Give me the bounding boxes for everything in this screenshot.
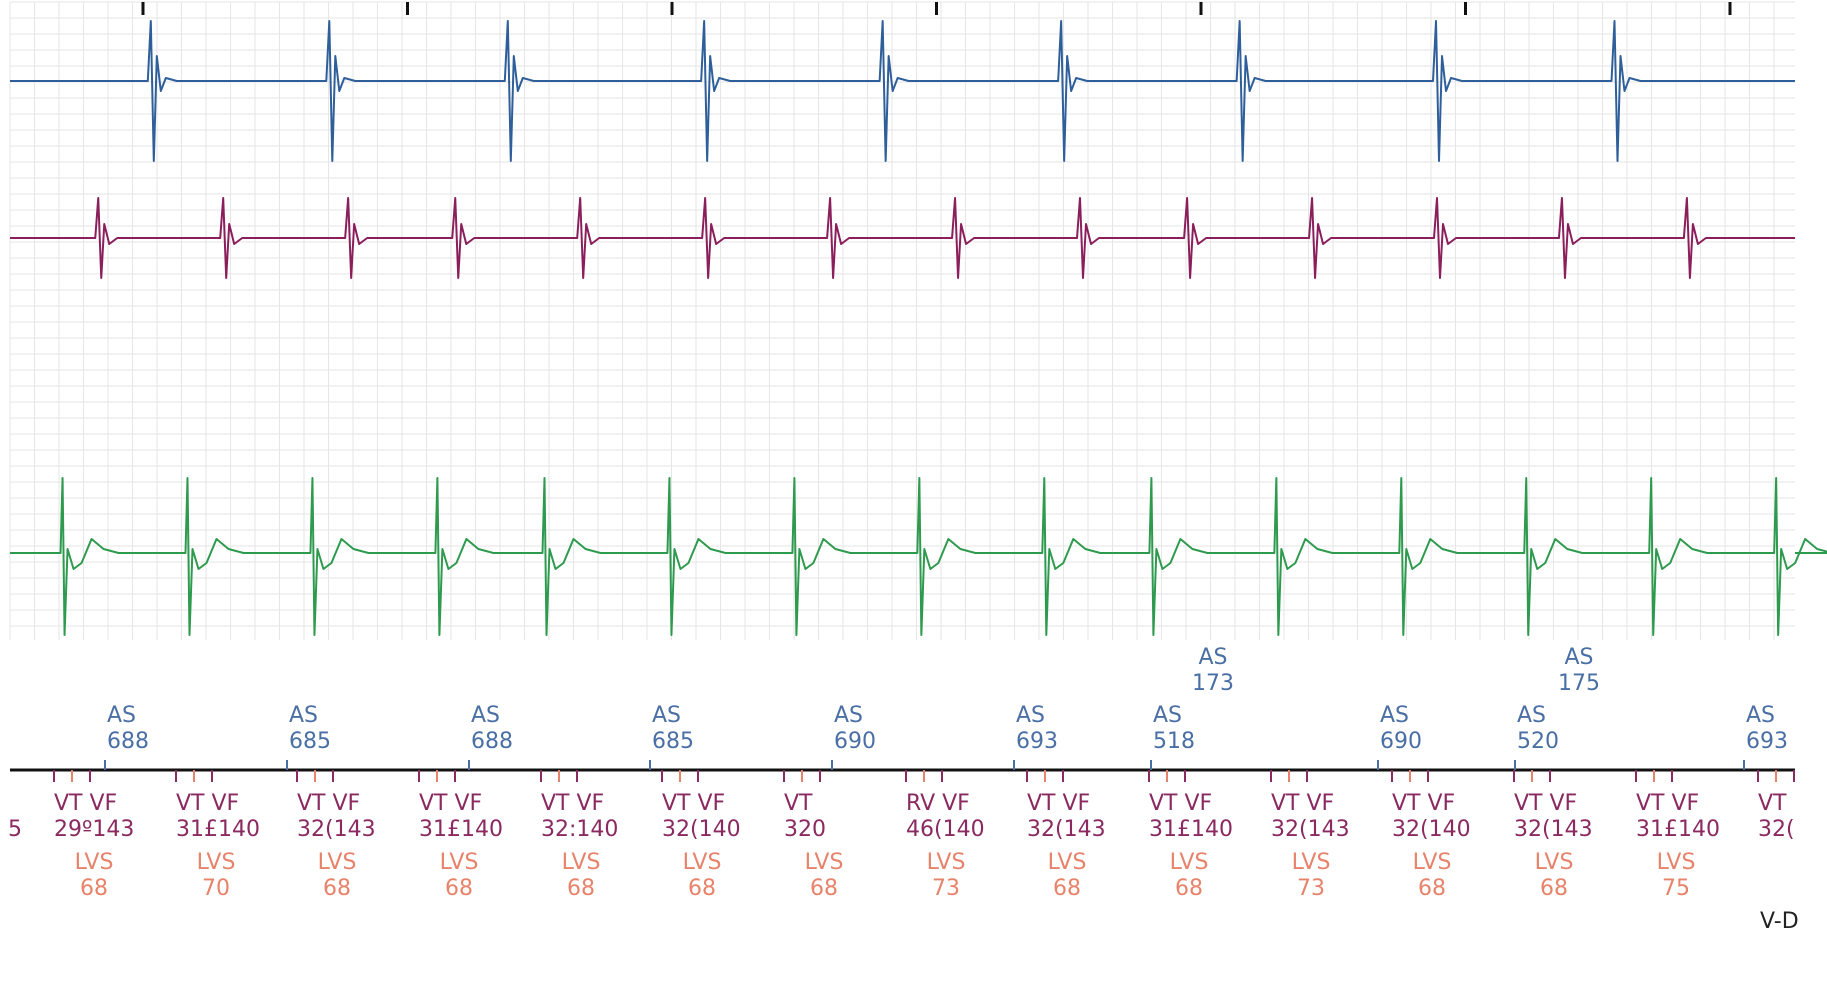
atrial-marker-value: 688 (471, 729, 513, 754)
atrial-marker-value: 690 (834, 729, 876, 754)
leading-value: 5 (8, 817, 22, 842)
ventricular-marker-value: 46(140 (906, 817, 985, 842)
ventricular-marker-label: VT VF (297, 791, 360, 816)
lv-marker-label: LVS (927, 850, 966, 875)
atrial-marker-value: 685 (289, 729, 331, 754)
atrial-marker-value: 690 (1380, 729, 1422, 754)
ventricular-marker-label: VT VF (1149, 791, 1212, 816)
atrial-marker-value: 688 (107, 729, 149, 754)
lv-marker-value: 68 (1418, 876, 1446, 901)
lv-marker-label: LVS (1170, 850, 1209, 875)
ventricular-marker-value: 31£140 (176, 817, 260, 842)
corner-label: V-D (1760, 909, 1799, 934)
atrial-marker-upper-value: 173 (1192, 671, 1234, 696)
lv-marker-value: 68 (1175, 876, 1203, 901)
ventricular-marker-label: VT (1758, 791, 1787, 816)
ventricular-marker-label: VT VF (541, 791, 604, 816)
atrial-marker-label: AS (1153, 703, 1182, 728)
atrial-marker-value: 693 (1016, 729, 1058, 754)
ventricular-marker-label: VT VF (54, 791, 117, 816)
atrial-marker-upper-value: 175 (1558, 671, 1600, 696)
atrial-marker-label: AS (1380, 703, 1409, 728)
lv-marker-value: 75 (1662, 876, 1690, 901)
atrial-marker-upper-label: AS (1198, 645, 1227, 670)
atrial-marker-label: AS (1746, 703, 1775, 728)
ventricular-marker-label: VT VF (1271, 791, 1334, 816)
ventricular-marker-label: VT VF (1636, 791, 1699, 816)
grid (9, 1, 1795, 640)
lv-marker-value: 68 (810, 876, 838, 901)
lv-marker-label: LVS (75, 850, 114, 875)
trace-ch2 (10, 197, 1795, 279)
ventricular-marker-value: 32( (1758, 817, 1795, 842)
atrial-marker-label: AS (107, 703, 136, 728)
lv-marker-label: LVS (440, 850, 479, 875)
lv-marker-value: 73 (1297, 876, 1325, 901)
ventricular-marker-value: 320 (784, 817, 826, 842)
ventricular-marker-label: VT VF (1392, 791, 1455, 816)
lv-marker-label: LVS (1292, 850, 1331, 875)
lv-marker-label: LVS (1048, 850, 1087, 875)
lv-marker-label: LVS (562, 850, 601, 875)
lv-marker-label: LVS (1413, 850, 1452, 875)
lv-marker-label: LVS (318, 850, 357, 875)
ventricular-marker-value: 32(143 (297, 817, 376, 842)
ventricular-marker-value: 32(143 (1514, 817, 1593, 842)
ventricular-marker-label: VT VF (662, 791, 725, 816)
ventricular-marker-label: VT (784, 791, 813, 816)
atrial-marker-label: AS (652, 703, 681, 728)
ventricular-marker-value: 32(143 (1271, 817, 1350, 842)
marker-channel: AS173AS175AS688AS685AS688AS685AS690AS693… (8, 645, 1799, 934)
atrial-marker-value: 693 (1746, 729, 1788, 754)
lv-marker-value: 68 (688, 876, 716, 901)
ventricular-marker-value: 29º143 (54, 817, 134, 842)
trace-ch1 (10, 20, 1795, 162)
atrial-marker-value: 685 (652, 729, 694, 754)
lv-marker-value: 68 (80, 876, 108, 901)
lv-marker-label: LVS (1535, 850, 1574, 875)
atrial-marker-label: AS (471, 703, 500, 728)
traces (10, 20, 1827, 636)
lv-marker-label: LVS (805, 850, 844, 875)
lv-marker-value: 68 (1053, 876, 1081, 901)
ventricular-marker-label: RV VF (906, 791, 970, 816)
lv-marker-label: LVS (683, 850, 722, 875)
lv-marker-value: 70 (202, 876, 230, 901)
atrial-marker-label: AS (289, 703, 318, 728)
atrial-marker-value: 520 (1517, 729, 1559, 754)
ventricular-marker-label: VT VF (1514, 791, 1577, 816)
lv-marker-value: 73 (932, 876, 960, 901)
ventricular-marker-value: 32(140 (662, 817, 741, 842)
atrial-marker-label: AS (1016, 703, 1045, 728)
ventricular-marker-label: VT VF (176, 791, 239, 816)
ventricular-marker-label: VT VF (1027, 791, 1090, 816)
atrial-marker-upper-label: AS (1564, 645, 1593, 670)
ventricular-marker-value: 32(143 (1027, 817, 1106, 842)
lv-marker-label: LVS (197, 850, 236, 875)
ventricular-marker-value: 31£140 (1636, 817, 1720, 842)
lv-marker-value: 68 (567, 876, 595, 901)
ventricular-marker-value: 32(140 (1392, 817, 1471, 842)
ventricular-marker-value: 32:140 (541, 817, 618, 842)
atrial-marker-label: AS (834, 703, 863, 728)
atrial-marker-label: AS (1517, 703, 1546, 728)
ventricular-marker-label: VT VF (419, 791, 482, 816)
atrial-marker-value: 518 (1153, 729, 1195, 754)
lv-marker-value: 68 (1540, 876, 1568, 901)
trace-ch3 (10, 477, 1827, 636)
ventricular-marker-value: 31£140 (1149, 817, 1233, 842)
lv-marker-value: 68 (445, 876, 473, 901)
top-ticks (141, 2, 1732, 15)
lv-marker-label: LVS (1657, 850, 1696, 875)
lv-marker-value: 68 (323, 876, 351, 901)
ventricular-marker-value: 31£140 (419, 817, 503, 842)
